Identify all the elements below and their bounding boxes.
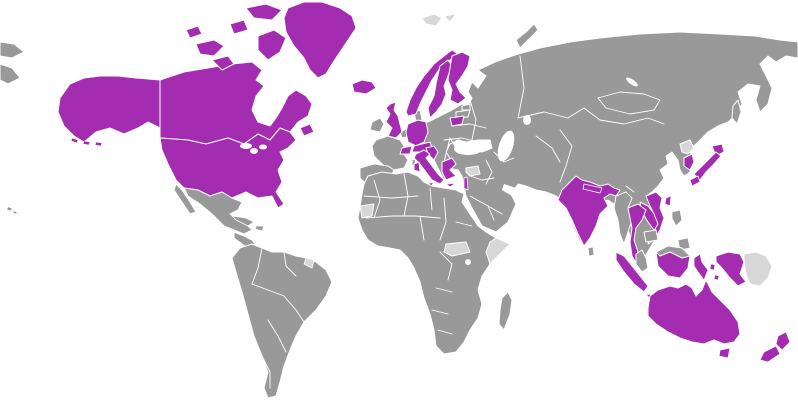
country-south-sudan[interactable] bbox=[443, 241, 471, 257]
country-australia[interactable] bbox=[647, 279, 741, 345]
country-australia-tasmania[interactable] bbox=[718, 347, 731, 359]
country-indonesia-sulawesi[interactable] bbox=[693, 253, 709, 281]
country-russia-sakhalin[interactable] bbox=[731, 99, 742, 125]
continent-south-america[interactable] bbox=[231, 243, 333, 399]
country-switzerland[interactable] bbox=[399, 145, 413, 155]
country-mexico-baja[interactable] bbox=[173, 183, 197, 215]
country-indonesia-west-papua[interactable] bbox=[715, 251, 747, 287]
country-south-korea[interactable] bbox=[683, 153, 695, 171]
country-lithuania[interactable] bbox=[449, 115, 465, 127]
country-indonesia-moluccas[interactable] bbox=[709, 263, 720, 281]
country-japan-kyushu[interactable] bbox=[689, 175, 701, 187]
country-finland[interactable] bbox=[447, 51, 471, 105]
country-canada-newfoundland[interactable] bbox=[299, 123, 315, 137]
country-western-sahara[interactable] bbox=[359, 203, 375, 219]
country-canada-parry-islands[interactable] bbox=[229, 19, 249, 35]
country-latvia[interactable] bbox=[455, 109, 471, 119]
country-canada-ellesmere[interactable] bbox=[245, 3, 283, 21]
country-papua-new-guinea[interactable] bbox=[743, 251, 773, 287]
black-sea bbox=[454, 143, 482, 155]
persian-gulf bbox=[502, 184, 516, 196]
country-new-zealand-north[interactable] bbox=[775, 331, 791, 351]
country-japan-honshu[interactable] bbox=[693, 151, 722, 181]
country-russia-kamchatka-west[interactable] bbox=[0, 63, 21, 85]
country-india[interactable] bbox=[557, 175, 621, 247]
sea-overlays bbox=[240, 77, 638, 265]
country-greece[interactable] bbox=[441, 157, 457, 181]
country-greece-crete[interactable] bbox=[445, 182, 457, 188]
country-italy[interactable] bbox=[413, 149, 445, 185]
country-new-zealand-south[interactable] bbox=[759, 345, 781, 363]
country-iceland[interactable] bbox=[351, 79, 377, 95]
country-united-states-alaska[interactable] bbox=[57, 75, 161, 143]
country-greenland[interactable] bbox=[283, 1, 357, 79]
country-canada-baffin[interactable] bbox=[257, 29, 287, 61]
country-russia-novaya-zemlya[interactable] bbox=[515, 23, 539, 49]
country-germany[interactable] bbox=[405, 119, 429, 147]
country-malaysia-peninsula[interactable] bbox=[635, 249, 649, 273]
country-indonesia-sumatra[interactable] bbox=[615, 251, 649, 293]
country-nepal[interactable] bbox=[582, 183, 603, 194]
country-madagascar[interactable] bbox=[498, 291, 513, 331]
country-myanmar[interactable] bbox=[613, 191, 633, 245]
country-italy-sardinia[interactable] bbox=[413, 161, 421, 173]
country-canada-banks[interactable] bbox=[185, 25, 203, 39]
country-hispaniola[interactable] bbox=[254, 225, 265, 232]
territory-french-guiana[interactable] bbox=[303, 257, 315, 269]
country-united-states-aleutians[interactable] bbox=[70, 137, 103, 147]
territory-svalbard[interactable] bbox=[421, 13, 443, 27]
lake-baikal bbox=[626, 77, 638, 87]
country-sri-lanka[interactable] bbox=[587, 246, 595, 257]
lake-victoria bbox=[465, 259, 471, 265]
country-israel[interactable] bbox=[463, 176, 469, 191]
country-canada-boothia[interactable] bbox=[211, 55, 235, 71]
great-lake-ontario bbox=[259, 144, 267, 150]
continent-africa[interactable] bbox=[357, 171, 511, 355]
country-taiwan[interactable] bbox=[664, 195, 672, 207]
country-russia-chukotka-west[interactable] bbox=[0, 41, 25, 59]
internal-borders bbox=[251, 55, 665, 389]
country-united-kingdom[interactable] bbox=[385, 101, 403, 139]
country-canada-victoria-island[interactable] bbox=[195, 39, 225, 57]
country-philippines-luzon[interactable] bbox=[671, 209, 683, 227]
territory-svalbard-east[interactable] bbox=[443, 13, 457, 23]
country-syria[interactable] bbox=[465, 165, 481, 177]
country-malaysia-borneo[interactable] bbox=[655, 245, 691, 259]
country-ireland[interactable] bbox=[369, 117, 385, 133]
country-philippines-mindanao[interactable] bbox=[677, 237, 691, 251]
great-lake-superior bbox=[240, 143, 252, 149]
caspian-sea bbox=[497, 130, 515, 162]
country-somalia[interactable] bbox=[485, 237, 511, 265]
great-lake-michigan bbox=[250, 148, 258, 154]
country-north-korea[interactable] bbox=[679, 139, 695, 155]
territory-hawaii[interactable] bbox=[6, 206, 18, 215]
aral-sea bbox=[523, 115, 531, 125]
country-thailand[interactable] bbox=[627, 203, 647, 267]
country-cambodia[interactable] bbox=[643, 229, 659, 243]
country-france[interactable] bbox=[371, 135, 409, 171]
country-cuba[interactable] bbox=[231, 215, 255, 227]
